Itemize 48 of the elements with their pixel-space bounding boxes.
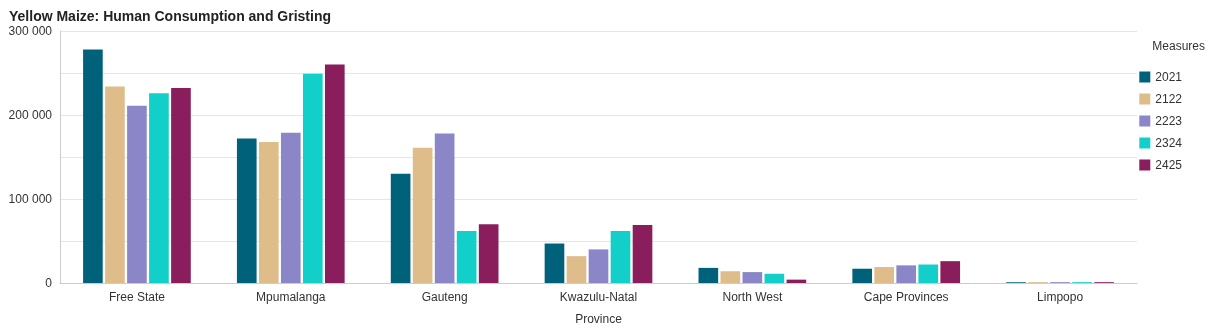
bar	[940, 261, 961, 283]
legend-label: 2324	[1155, 136, 1183, 150]
bar	[149, 93, 169, 283]
x-axis-title: Province	[575, 312, 623, 326]
x-tick-label: North West	[722, 290, 783, 304]
bar	[698, 267, 719, 283]
bar	[588, 249, 609, 283]
bar	[764, 273, 785, 283]
chart-title: Yellow Maize: Human Consumption and Gristing	[9, 8, 332, 24]
bar	[302, 73, 323, 283]
bar	[412, 147, 433, 283]
bar	[390, 173, 411, 283]
bar	[105, 86, 125, 283]
bar	[852, 268, 873, 283]
x-tick-label: Free State	[108, 290, 166, 304]
bar	[610, 230, 631, 283]
y-tick-label: 100 000	[8, 192, 53, 206]
bar	[874, 267, 895, 283]
legend-label: 2122	[1155, 92, 1183, 106]
x-tick-label: Kwazulu-Natal	[559, 290, 638, 304]
x-tick-label: Cape Provinces	[863, 290, 949, 304]
x-tick-label: Gauteng	[421, 290, 468, 304]
bar	[632, 225, 653, 283]
bar	[171, 88, 191, 283]
bar	[127, 105, 147, 283]
bar	[434, 133, 455, 283]
bar	[742, 272, 763, 283]
bar	[258, 141, 279, 283]
bar	[720, 271, 741, 283]
x-tick-label: Mpumalanga	[256, 290, 326, 304]
legend-label: 2425	[1155, 158, 1183, 172]
bar	[83, 49, 103, 283]
bar	[896, 265, 917, 283]
legend-label: 2021	[1155, 70, 1183, 84]
bar	[456, 230, 477, 283]
x-tick-label: Limpopo	[1037, 290, 1084, 304]
bar	[918, 264, 939, 283]
legend-label: 2223	[1155, 114, 1183, 128]
bar	[478, 224, 499, 283]
bar	[324, 64, 345, 283]
bar	[566, 256, 587, 283]
y-tick-label: 200 000	[8, 108, 53, 122]
y-tick-label: 300 000	[8, 24, 53, 38]
bar	[544, 243, 565, 283]
y-tick-label: 0	[45, 276, 53, 290]
bar	[236, 138, 257, 283]
bar	[280, 132, 301, 283]
legend-title: Measures	[1152, 39, 1205, 53]
